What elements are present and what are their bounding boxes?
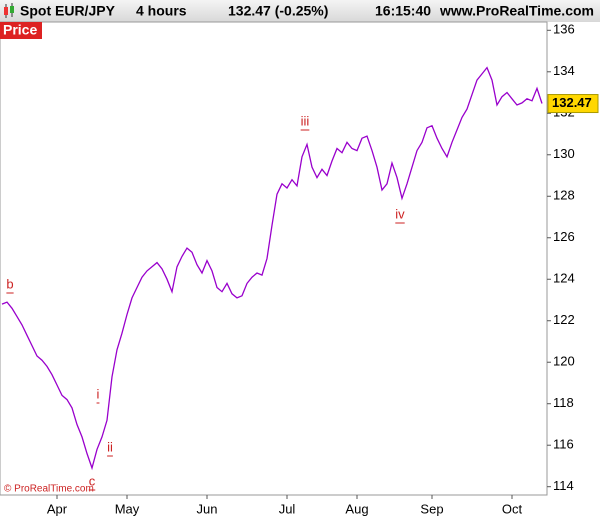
wave-label: c: [89, 473, 96, 488]
price-line: [1, 66, 543, 471]
x-tick-label: Apr: [47, 501, 68, 516]
x-tick-label: Jul: [279, 501, 296, 516]
time: 16:15:40: [375, 3, 431, 19]
last-price-label: 132.47: [552, 95, 592, 110]
site: www.ProRealTime.com: [439, 3, 594, 19]
plot-frame: [0, 21, 548, 496]
wave-label: ii: [107, 439, 113, 454]
wave-label: iv: [395, 206, 405, 221]
header-bar: [0, 0, 600, 22]
y-tick-label: 120: [553, 354, 575, 369]
copyright: © ProRealTime.com: [4, 484, 94, 495]
period: 4 hours: [136, 3, 187, 19]
quote: 132.47 (-0.25%): [228, 3, 328, 19]
wave-label: iii: [301, 113, 310, 128]
x-tick-label: Aug: [345, 501, 368, 516]
y-tick-label: 136: [553, 22, 575, 37]
y-tick-label: 126: [553, 229, 575, 244]
y-tick-label: 116: [553, 437, 574, 452]
candle-icon: [4, 3, 14, 18]
x-tick-label: Sep: [420, 501, 443, 516]
y-tick-label: 124: [553, 271, 575, 286]
y-tick-label: 114: [553, 478, 574, 493]
series-name: Price: [3, 22, 37, 38]
wave-label: i: [97, 386, 100, 401]
y-tick-label: 122: [553, 312, 575, 327]
x-tick-label: May: [115, 501, 140, 516]
symbol: Spot EUR/JPY: [20, 3, 116, 19]
x-tick-label: Jun: [197, 501, 218, 516]
x-tick-label: Oct: [502, 501, 523, 516]
y-tick-label: 118: [553, 395, 574, 410]
series-tag: [0, 22, 42, 39]
last-price-tag: [547, 94, 599, 114]
wave-label: b: [6, 276, 13, 291]
y-tick-label: 128: [553, 188, 575, 203]
y-tick-label: 134: [553, 63, 575, 78]
y-tick-label: 130: [553, 146, 575, 161]
